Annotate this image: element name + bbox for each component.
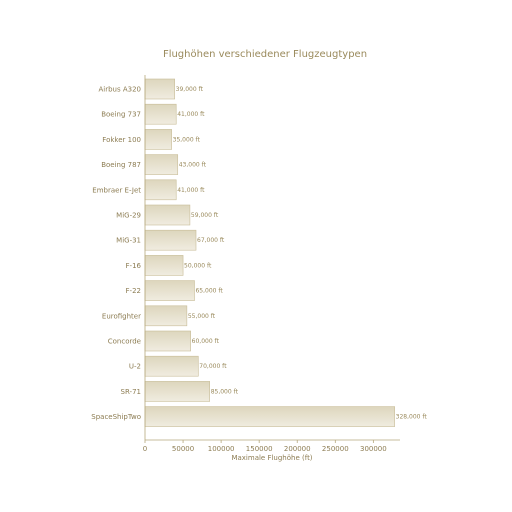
data-label: 41,000 ft bbox=[177, 187, 205, 194]
chart-title: Flughöhen verschiedener Flugzeugtypen bbox=[163, 49, 367, 60]
category-label: Airbus A320 bbox=[98, 86, 141, 94]
category-label: SpaceShipTwo bbox=[91, 413, 141, 421]
data-label: 50,000 ft bbox=[184, 262, 212, 269]
bar-11 bbox=[144, 355, 199, 377]
data-label: 35,000 ft bbox=[173, 136, 201, 143]
x-tick-label: 0 bbox=[143, 445, 147, 453]
bar-13 bbox=[144, 406, 395, 427]
category-label: Concorde bbox=[108, 338, 141, 346]
bar-10 bbox=[144, 330, 191, 352]
bar-9 bbox=[144, 305, 188, 327]
category-label: F-16 bbox=[126, 262, 142, 270]
data-label: 328,000 ft bbox=[396, 414, 428, 421]
data-label: 41,000 ft bbox=[177, 111, 205, 118]
x-tick-label: 200000 bbox=[284, 445, 311, 453]
x-tick-label: 50000 bbox=[172, 445, 194, 453]
bar-3 bbox=[144, 154, 179, 175]
data-label: 60,000 ft bbox=[192, 338, 220, 345]
bar-0 bbox=[144, 78, 175, 100]
bar-2 bbox=[144, 129, 172, 150]
x-ticks: 0 50000 100000 150000 200000 250000 300000 bbox=[143, 440, 387, 453]
x-tick-label: 300000 bbox=[360, 445, 387, 453]
data-labels: 39,000 ft 41,000 ft 35,000 ft 43,000 ft 41,0… bbox=[173, 86, 428, 421]
category-label: SR-71 bbox=[121, 388, 141, 396]
category-label: MiG-29 bbox=[116, 212, 141, 220]
data-label: 43,000 ft bbox=[179, 162, 207, 169]
bar-6 bbox=[144, 229, 197, 251]
x-tick-label: 250000 bbox=[322, 445, 349, 453]
category-label: Boeing 787 bbox=[101, 161, 141, 169]
data-label: 39,000 ft bbox=[176, 86, 204, 93]
bars-group bbox=[144, 78, 395, 427]
data-label: 85,000 ft bbox=[211, 388, 239, 395]
bar-7 bbox=[144, 255, 184, 276]
data-label: 65,000 ft bbox=[195, 288, 223, 295]
category-label: Fokker 100 bbox=[102, 136, 141, 144]
category-label: U-2 bbox=[129, 363, 141, 371]
bar-8 bbox=[144, 280, 195, 301]
category-label: F-22 bbox=[126, 287, 141, 295]
category-label: Eurofighter bbox=[102, 312, 141, 320]
category-labels: Airbus A320 Boeing 737 Fokker 100 Boeing 78… bbox=[91, 86, 141, 422]
category-label: MiG-31 bbox=[116, 237, 141, 245]
x-tick-label: 150000 bbox=[246, 445, 273, 453]
data-label: 67,000 ft bbox=[197, 237, 225, 244]
bar-12 bbox=[144, 381, 211, 402]
data-label: 55,000 ft bbox=[188, 313, 216, 320]
bar-1 bbox=[144, 103, 177, 125]
data-label: 59,000 ft bbox=[191, 212, 219, 219]
bar-5 bbox=[144, 204, 191, 226]
x-axis-label: Maximale Flughöhe (ft) bbox=[231, 454, 312, 462]
category-label: Boeing 737 bbox=[101, 111, 141, 119]
x-tick-label: 100000 bbox=[208, 445, 235, 453]
bar-4 bbox=[144, 179, 177, 201]
category-label: Embraer E-Jet bbox=[92, 186, 141, 194]
data-label: 70,000 ft bbox=[199, 363, 227, 370]
